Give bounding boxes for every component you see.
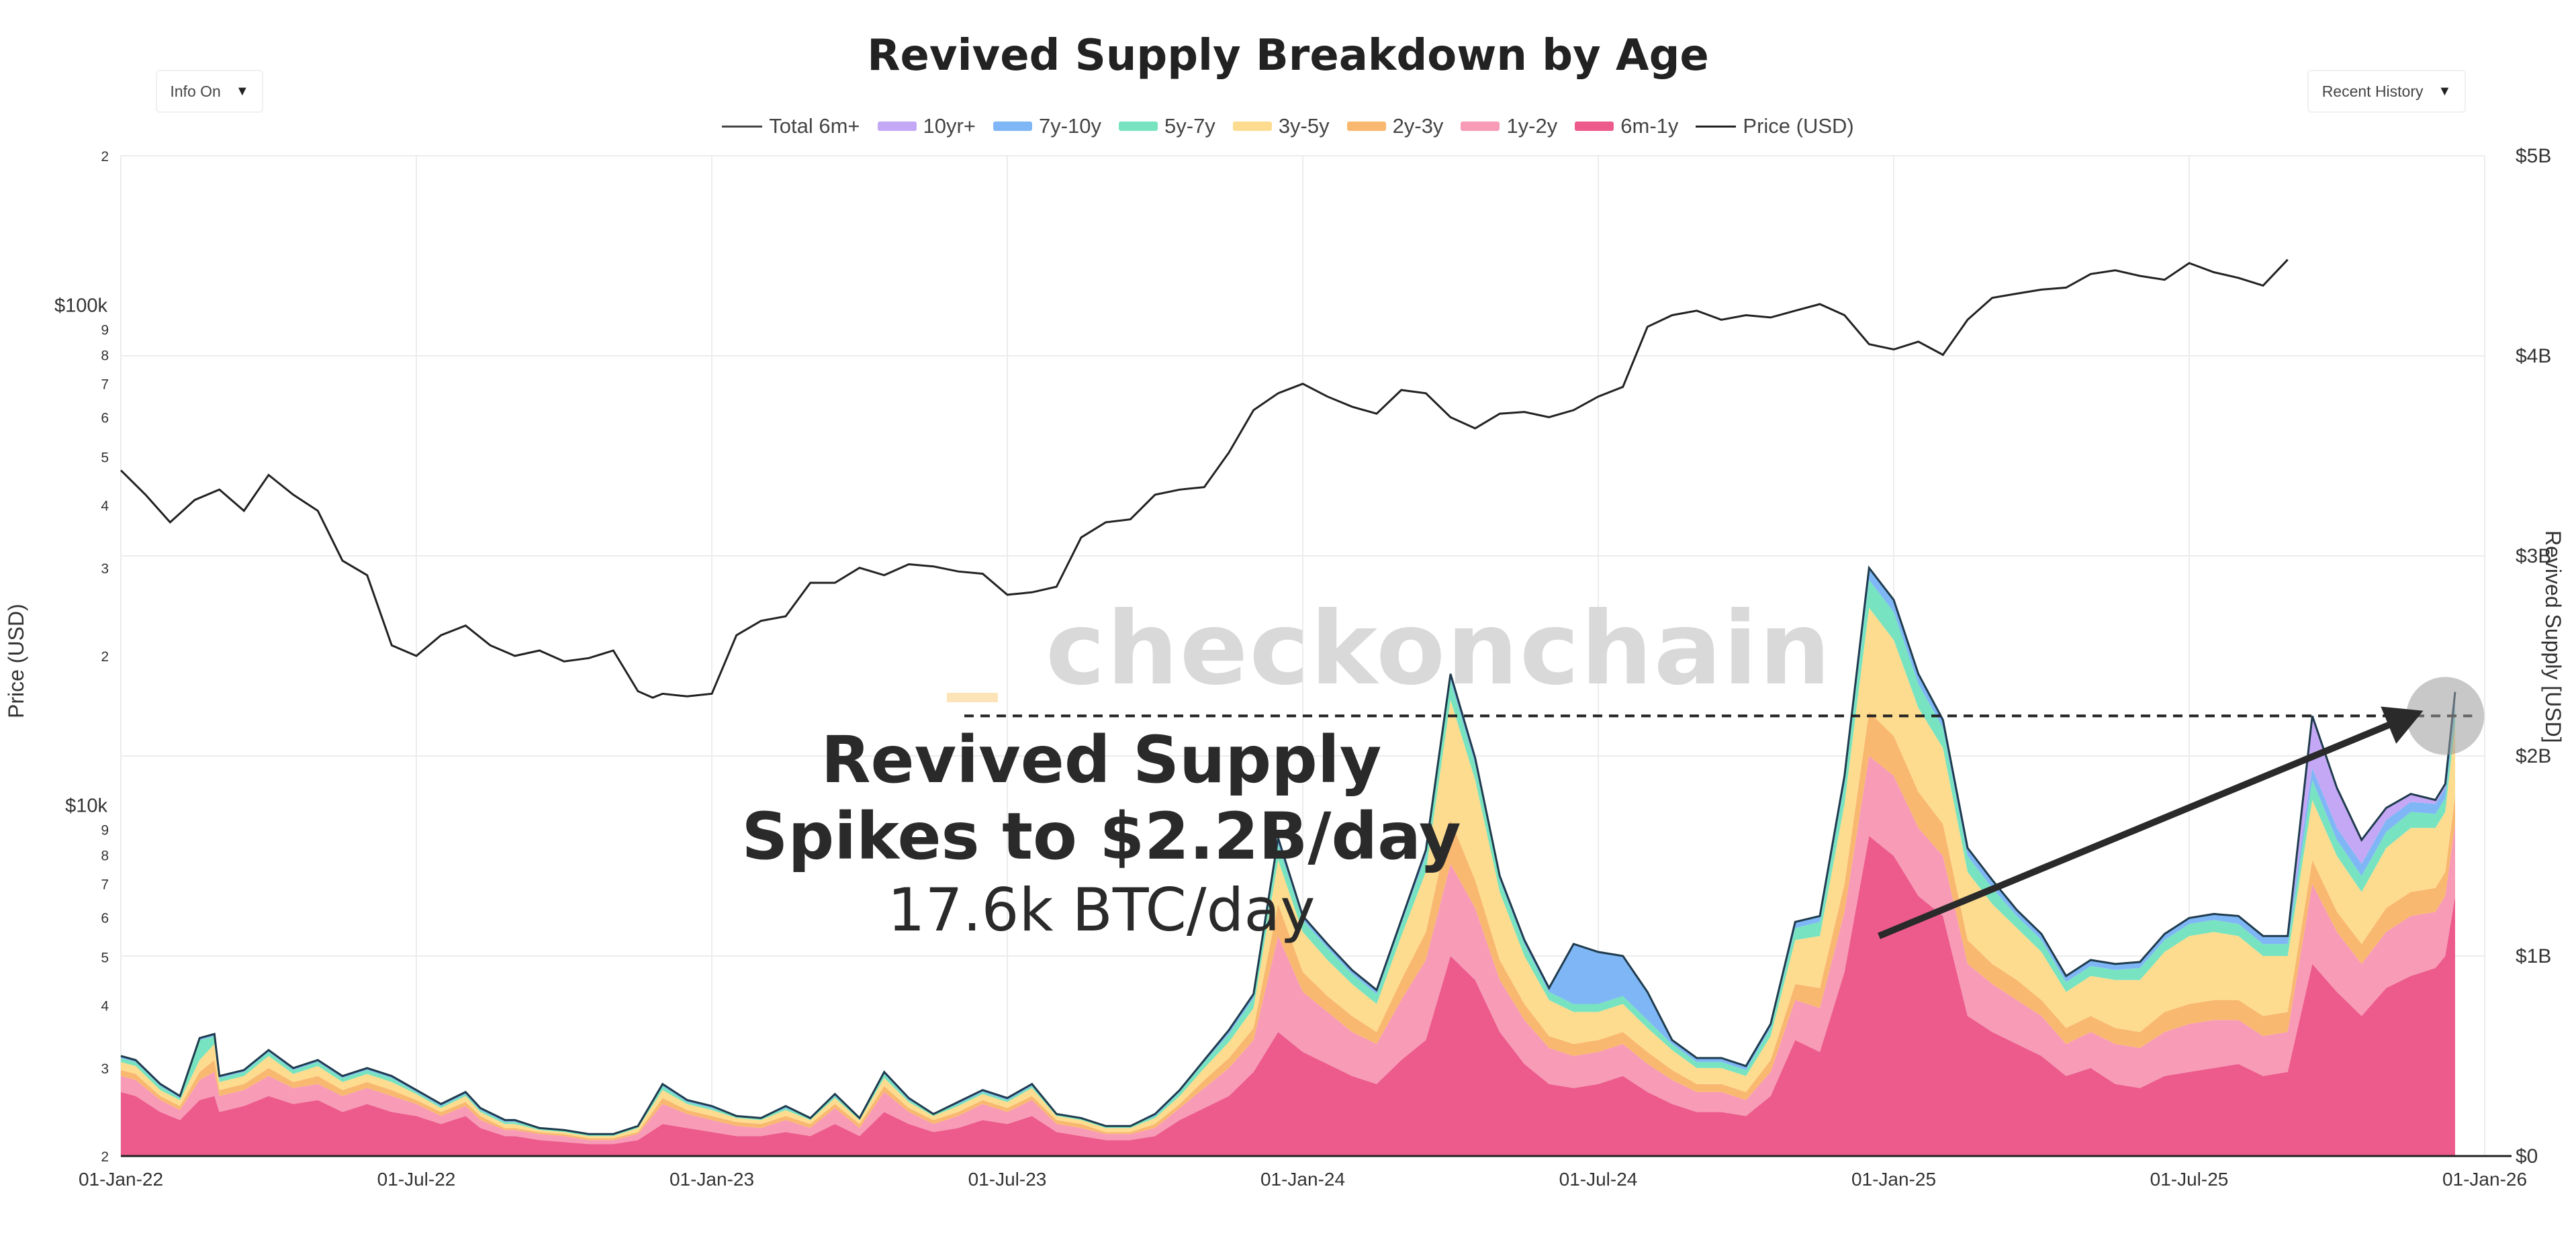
y-left-tick-label: 5 bbox=[101, 450, 109, 466]
area-6m-1y bbox=[121, 836, 2455, 1156]
y-right-tick-label: $2B bbox=[2516, 745, 2551, 767]
legend-label: 2y-3y bbox=[1392, 114, 1444, 138]
x-tick-label: 01-Jul-23 bbox=[968, 1169, 1047, 1190]
legend-label: Total 6m+ bbox=[769, 114, 860, 138]
legend-item[interactable]: 3y-5y bbox=[1232, 114, 1330, 138]
chevron-down-icon: ▼ bbox=[235, 83, 249, 99]
area-1y-2y bbox=[121, 756, 2455, 1145]
y-right-tick-label: $1B bbox=[2516, 945, 2551, 967]
legend-label: 3y-5y bbox=[1278, 114, 1330, 138]
y-right-tick-label: $5B bbox=[2516, 145, 2551, 167]
annotations bbox=[964, 677, 2485, 939]
y-right-tick-label: $0 bbox=[2516, 1145, 2538, 1167]
legend-item[interactable]: 1y-2y bbox=[1461, 114, 1557, 138]
x-tick-label: 01-Jan-25 bbox=[1851, 1169, 1936, 1190]
y-left-tick-label: 8 bbox=[101, 348, 109, 363]
annotation-line-2: Spikes to $2.2B/day bbox=[741, 799, 1461, 874]
chevron-down-icon: ▼ bbox=[2438, 83, 2452, 99]
y-right-tick-label: $3B bbox=[2516, 545, 2551, 567]
annotation-line-1: Revived Supply bbox=[821, 722, 1382, 798]
legend-item[interactable]: 7y-10y bbox=[993, 114, 1101, 138]
info-toggle-button[interactable]: Info On ▼ bbox=[156, 70, 263, 113]
price-line bbox=[120, 258, 2289, 699]
legend-swatch bbox=[1119, 122, 1158, 131]
history-range-button[interactable]: Recent History ▼ bbox=[2307, 70, 2466, 113]
legend-item[interactable]: 5y-7y bbox=[1119, 114, 1215, 138]
y-left-tick-label: 2 bbox=[101, 149, 109, 164]
legend-swatch bbox=[1346, 122, 1386, 131]
area-3y-5y bbox=[121, 608, 2455, 1139]
x-tick-label: 01-Jul-25 bbox=[2150, 1169, 2229, 1190]
x-tick-label: 01-Jul-22 bbox=[377, 1169, 456, 1190]
watermark-underscore bbox=[947, 693, 998, 702]
y-left-tick-label: 2 bbox=[101, 649, 109, 665]
x-tick-label: 01-Jan-24 bbox=[1260, 1169, 1345, 1190]
y-left-tick-label: 6 bbox=[101, 911, 109, 926]
y-left-tick-label: 7 bbox=[101, 377, 109, 393]
y-left-tick-label: 3 bbox=[101, 1061, 109, 1077]
y-axis-left-title: Price (USD) bbox=[4, 604, 28, 718]
y-left-tick-label: 4 bbox=[101, 499, 109, 514]
y-left-tick-label: $10k bbox=[65, 795, 107, 816]
x-tick-label: 01-Jan-22 bbox=[79, 1169, 163, 1190]
y-left-tick-label: $100k bbox=[54, 295, 108, 316]
price-series bbox=[120, 258, 2289, 699]
annotation-line-3: 17.6k BTC/day bbox=[887, 875, 1316, 945]
y-axis-right-title: Revived Supply [USD] bbox=[2541, 530, 2565, 743]
legend-swatch bbox=[1575, 122, 1614, 131]
y-left-tick-label: 4 bbox=[101, 999, 109, 1014]
chart-title: Revived Supply Breakdown by Age bbox=[867, 31, 1709, 81]
legend-label: 6m-1y bbox=[1620, 114, 1679, 138]
legend-label: 10yr+ bbox=[923, 114, 976, 138]
x-tick-label: 01-Jul-24 bbox=[1559, 1169, 1638, 1190]
legend-label: 5y-7y bbox=[1164, 114, 1215, 138]
legend-item[interactable]: 10yr+ bbox=[877, 114, 976, 138]
legend-swatch bbox=[1232, 122, 1272, 131]
y-left-tick-label: 2 bbox=[101, 1149, 109, 1165]
legend-item[interactable]: Price (USD) bbox=[1696, 114, 1854, 138]
total-6m-plus-line bbox=[120, 565, 2456, 1135]
trend-arrow-line bbox=[1878, 712, 2412, 939]
legend-swatch bbox=[722, 125, 763, 128]
y-left-tick-label: 8 bbox=[101, 848, 109, 863]
info-toggle-label: Info On bbox=[170, 82, 221, 100]
y-left-tick-label: 9 bbox=[101, 822, 109, 838]
y-left-tick-label: 6 bbox=[101, 411, 109, 426]
history-range-label: Recent History bbox=[2321, 82, 2424, 100]
legend-swatch bbox=[993, 122, 1032, 131]
legend-swatch bbox=[877, 122, 917, 131]
legend: Total 6m+ 10yr+ 7y-10y 5y-7y 3y-5y 2y-3y 1y-2y… bbox=[0, 114, 2576, 138]
legend-swatch bbox=[1461, 122, 1500, 131]
legend-swatch bbox=[1696, 125, 1737, 128]
y-left-tick-label: 3 bbox=[101, 561, 109, 577]
axes: 01-Jan-22 01-Jul-22 01-Jan-23 01-Jul-23 01-J… bbox=[54, 145, 2551, 1190]
legend-label: Price (USD) bbox=[1743, 114, 1854, 138]
y-left-tick-label: 9 bbox=[101, 322, 109, 338]
y-right-tick-label: $4B bbox=[2516, 345, 2551, 367]
y-left-tick-label: 5 bbox=[101, 951, 109, 966]
x-tick-label: 01-Jan-23 bbox=[670, 1169, 754, 1190]
legend-item[interactable]: 6m-1y bbox=[1575, 114, 1678, 138]
revived-supply-areas bbox=[121, 567, 2455, 1156]
watermark: _checkonchain bbox=[1046, 591, 1833, 708]
legend-item[interactable]: 2y-3y bbox=[1346, 114, 1444, 138]
legend-item[interactable]: Total 6m+ bbox=[722, 114, 860, 138]
y-left-tick-label: 7 bbox=[101, 877, 109, 893]
legend-label: 1y-2y bbox=[1506, 114, 1558, 138]
highlight-circle bbox=[2406, 677, 2485, 755]
total-6m-plus-series bbox=[120, 565, 2456, 1135]
legend-label: 7y-10y bbox=[1038, 114, 1101, 138]
x-tick-label: 01-Jan-26 bbox=[2442, 1169, 2527, 1190]
trend-arrow-head bbox=[2381, 706, 2424, 744]
